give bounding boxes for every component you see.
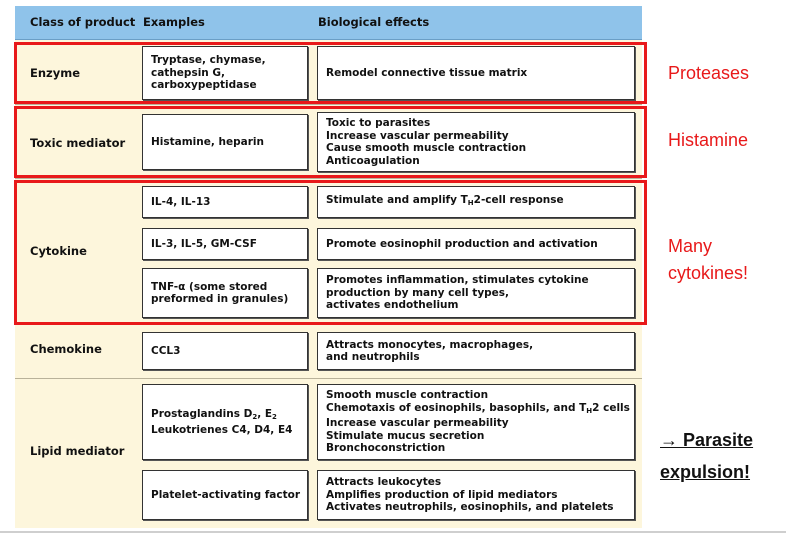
annotation-line: cytokines! — [668, 263, 749, 283]
effects-lipid-2: Attracts leukocytes Amplifies production… — [317, 470, 635, 520]
effect-line: Stimulate mucus secretion — [326, 429, 485, 442]
examples-cytokine-3: TNF-α (some stored preformed in granules… — [142, 268, 308, 318]
effect-line: Amplifies production of lipid mediators — [326, 488, 558, 501]
highlight-box-proteases — [14, 42, 647, 104]
effects-toxic: Toxic to parasites Increase vascular per… — [317, 112, 635, 172]
row-divider — [15, 178, 642, 179]
example-line: carboxypeptidase — [151, 79, 257, 92]
effect-line: activates endothelium — [326, 299, 459, 312]
class-lipid-mediator: Lipid mediator — [30, 444, 125, 458]
highlight-box-histamine — [14, 106, 647, 178]
annotation-many-cytokines: Many cytokines! — [668, 233, 748, 287]
example-line: Leukotrienes C4, D4, E4 — [151, 423, 293, 436]
row-divider — [15, 378, 642, 379]
examples-lipid-1: Prostaglandins D2, E2 Leukotrienes C4, D… — [142, 384, 308, 460]
mast-cell-products-table: Class of product Examples Biological eff… — [15, 6, 642, 528]
effect-line: and neutrophils — [326, 351, 420, 363]
class-toxic-mediator: Toxic mediator — [30, 136, 126, 150]
effect-line: Promotes inflammation, stimulates cytoki… — [326, 274, 589, 287]
effects-enzyme: Remodel connective tissue matrix — [317, 46, 635, 100]
examples-cytokine-1: IL-4, IL-13 — [142, 186, 308, 218]
annotation-line: expulsion! — [660, 462, 751, 482]
annotation-proteases: Proteases — [668, 63, 750, 83]
effect-line: Remodel connective tissue matrix — [326, 66, 528, 79]
header-class: Class of product — [30, 15, 136, 29]
examples-cytokine-2: IL-3, IL-5, GM-CSF — [142, 228, 308, 260]
effects-cytokine-2: Promote eosinophil production and activa… — [317, 228, 635, 260]
example-line: IL-4, IL-13 — [151, 195, 211, 208]
examples-lipid-2: Platelet-activating factor — [142, 470, 308, 520]
effect-line: Cause smooth muscle contraction — [326, 142, 527, 154]
effects-chemokine: Attracts monocytes, macrophages, and neu… — [317, 332, 635, 370]
effect-line: Attracts leukocytes — [326, 476, 442, 489]
example-line: cathepsin G, — [151, 66, 226, 79]
effect-line: Increase vascular permeability — [326, 129, 509, 142]
examples-chemokine: CCL3 — [142, 332, 308, 370]
example-line: Prostaglandins D2, E2 — [151, 408, 277, 421]
example-line: CCL3 — [151, 344, 181, 357]
class-cytokine: Cytokine — [30, 244, 87, 258]
effects-cytokine-1: Stimulate and amplify TH2-cell response — [317, 186, 635, 218]
effects-lipid-1: Smooth muscle contraction Chemotaxis of … — [317, 384, 635, 460]
effect-line: Anticoagulation — [326, 154, 420, 167]
example-line: TNF-α (some stored — [151, 280, 268, 293]
examples-toxic: Histamine, heparin — [142, 114, 308, 170]
highlight-box-cytokines — [14, 180, 647, 325]
effect-line: Increase vascular permeability — [326, 417, 509, 430]
effect-line: Toxic to parasites — [326, 117, 431, 129]
effect-line: production by many cell types, — [326, 286, 510, 299]
example-line: preformed in granules) — [151, 293, 289, 305]
effect-line: Bronchoconstriction — [326, 442, 446, 455]
annotation-histamine: Histamine — [668, 130, 749, 150]
effect-line: Smooth muscle contraction — [326, 389, 489, 402]
class-chemokine: Chemokine — [30, 342, 102, 356]
annotation-line: Many — [668, 236, 713, 256]
examples-enzyme: Tryptase, chymase, cathepsin G, carboxyp… — [142, 46, 308, 100]
example-line: Histamine, heparin — [151, 135, 264, 148]
annotation-parasite-expulsion: → Parasite expulsion! — [660, 424, 753, 488]
row-divider — [15, 104, 642, 105]
example-line: Tryptase, chymase, — [151, 54, 266, 67]
example-line: IL-3, IL-5, GM-CSF — [151, 237, 257, 250]
effect-line: Promote eosinophil production and activa… — [326, 237, 598, 250]
bottom-divider — [0, 531, 786, 533]
effect-line: Activates neutrophils, eosinophils, and … — [326, 501, 614, 514]
table-header: Class of product Examples Biological eff… — [15, 6, 642, 40]
header-effects: Biological effects — [318, 15, 430, 29]
example-line: Platelet-activating factor — [151, 488, 301, 501]
header-examples: Examples — [143, 15, 205, 29]
effect-line: Attracts monocytes, macrophages, — [326, 338, 534, 351]
class-enzyme: Enzyme — [30, 66, 81, 80]
effect-line: Stimulate and amplify TH2-cell response — [326, 194, 564, 208]
effects-cytokine-3: Promotes inflammation, stimulates cytoki… — [317, 268, 635, 318]
annotation-line: → Parasite — [660, 430, 754, 450]
effect-line: Chemotaxis of eosinophils, basophils, an… — [326, 401, 630, 415]
